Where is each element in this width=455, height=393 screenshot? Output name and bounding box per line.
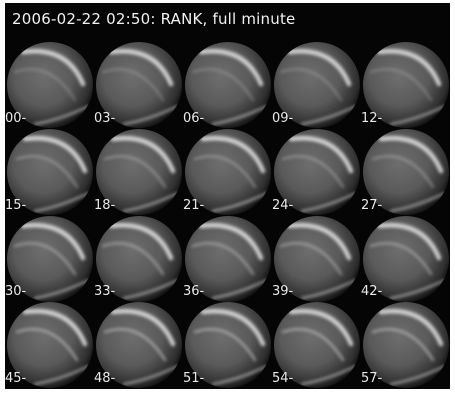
sky-frame: 27- — [361, 128, 450, 216]
sky-image — [185, 128, 271, 215]
frame-time-label: 33- — [94, 284, 116, 300]
sky-image — [185, 302, 271, 389]
frame-time-label: 18- — [94, 197, 116, 213]
sky-frame: 45- — [5, 302, 94, 389]
frame-time-label: 27- — [361, 197, 383, 213]
sky-frame: 36- — [183, 215, 272, 303]
sky-image — [363, 302, 449, 389]
sky-frame: 51- — [183, 302, 272, 389]
sky-frame: 30- — [5, 215, 94, 303]
frame-time-label: 42- — [361, 284, 383, 300]
sky-image — [185, 42, 271, 128]
allsky-viewer: 2006-02-22 02:50: RANK, full minute 00- 0… — [5, 3, 450, 389]
frame-time-label: 09- — [272, 110, 294, 126]
frame-time-label: 21- — [183, 197, 205, 213]
sky-image — [363, 42, 449, 128]
sky-frame: 24- — [272, 128, 361, 216]
sky-frame: 15- — [5, 128, 94, 216]
sky-frame: 03- — [94, 42, 183, 129]
sky-image — [96, 215, 182, 302]
sky-frame: 09- — [272, 42, 361, 129]
image-title: 2006-02-22 02:50: RANK, full minute — [12, 10, 296, 28]
frame-time-label: 12- — [361, 110, 383, 126]
sky-frame: 54- — [272, 302, 361, 389]
frame-time-label: 30- — [5, 284, 27, 300]
sky-image — [185, 215, 271, 302]
sky-image — [274, 215, 360, 302]
frame-time-label: 15- — [5, 197, 27, 213]
sky-frame: 39- — [272, 215, 361, 303]
sky-image — [96, 302, 182, 389]
frame-time-label: 48- — [94, 371, 116, 386]
frame-time-label: 24- — [272, 197, 294, 213]
frame-grid: 00- 03- 06- 09- 12- 15- 18- 21- 24- 27- 30- 33- 36- 3… — [5, 42, 450, 389]
sky-frame: 33- — [94, 215, 183, 303]
frame-time-label: 03- — [94, 110, 116, 126]
sky-frame: 00- — [5, 42, 94, 129]
frame-time-label: 45- — [5, 371, 27, 386]
sky-image — [363, 215, 449, 302]
sky-image — [274, 128, 360, 215]
frame-time-label: 39- — [272, 284, 294, 300]
sky-frame: 21- — [183, 128, 272, 216]
sky-frame: 12- — [361, 42, 450, 129]
sky-image — [96, 128, 182, 215]
sky-frame: 06- — [183, 42, 272, 129]
sky-frame: 48- — [94, 302, 183, 389]
frame-time-label: 51- — [183, 371, 205, 386]
sky-image — [7, 128, 93, 215]
sky-image — [274, 302, 360, 389]
sky-image — [274, 42, 360, 128]
frame-time-label: 57- — [361, 371, 383, 386]
sky-image — [96, 42, 182, 128]
sky-frame: 42- — [361, 215, 450, 303]
frame-time-label: 54- — [272, 371, 294, 386]
sky-image — [7, 42, 93, 128]
frame-time-label: 06- — [183, 110, 205, 126]
sky-frame: 18- — [94, 128, 183, 216]
sky-image — [363, 128, 449, 215]
sky-image — [7, 215, 93, 302]
sky-image — [7, 302, 93, 389]
sky-frame: 57- — [361, 302, 450, 389]
frame-time-label: 00- — [5, 110, 27, 126]
frame-time-label: 36- — [183, 284, 205, 300]
